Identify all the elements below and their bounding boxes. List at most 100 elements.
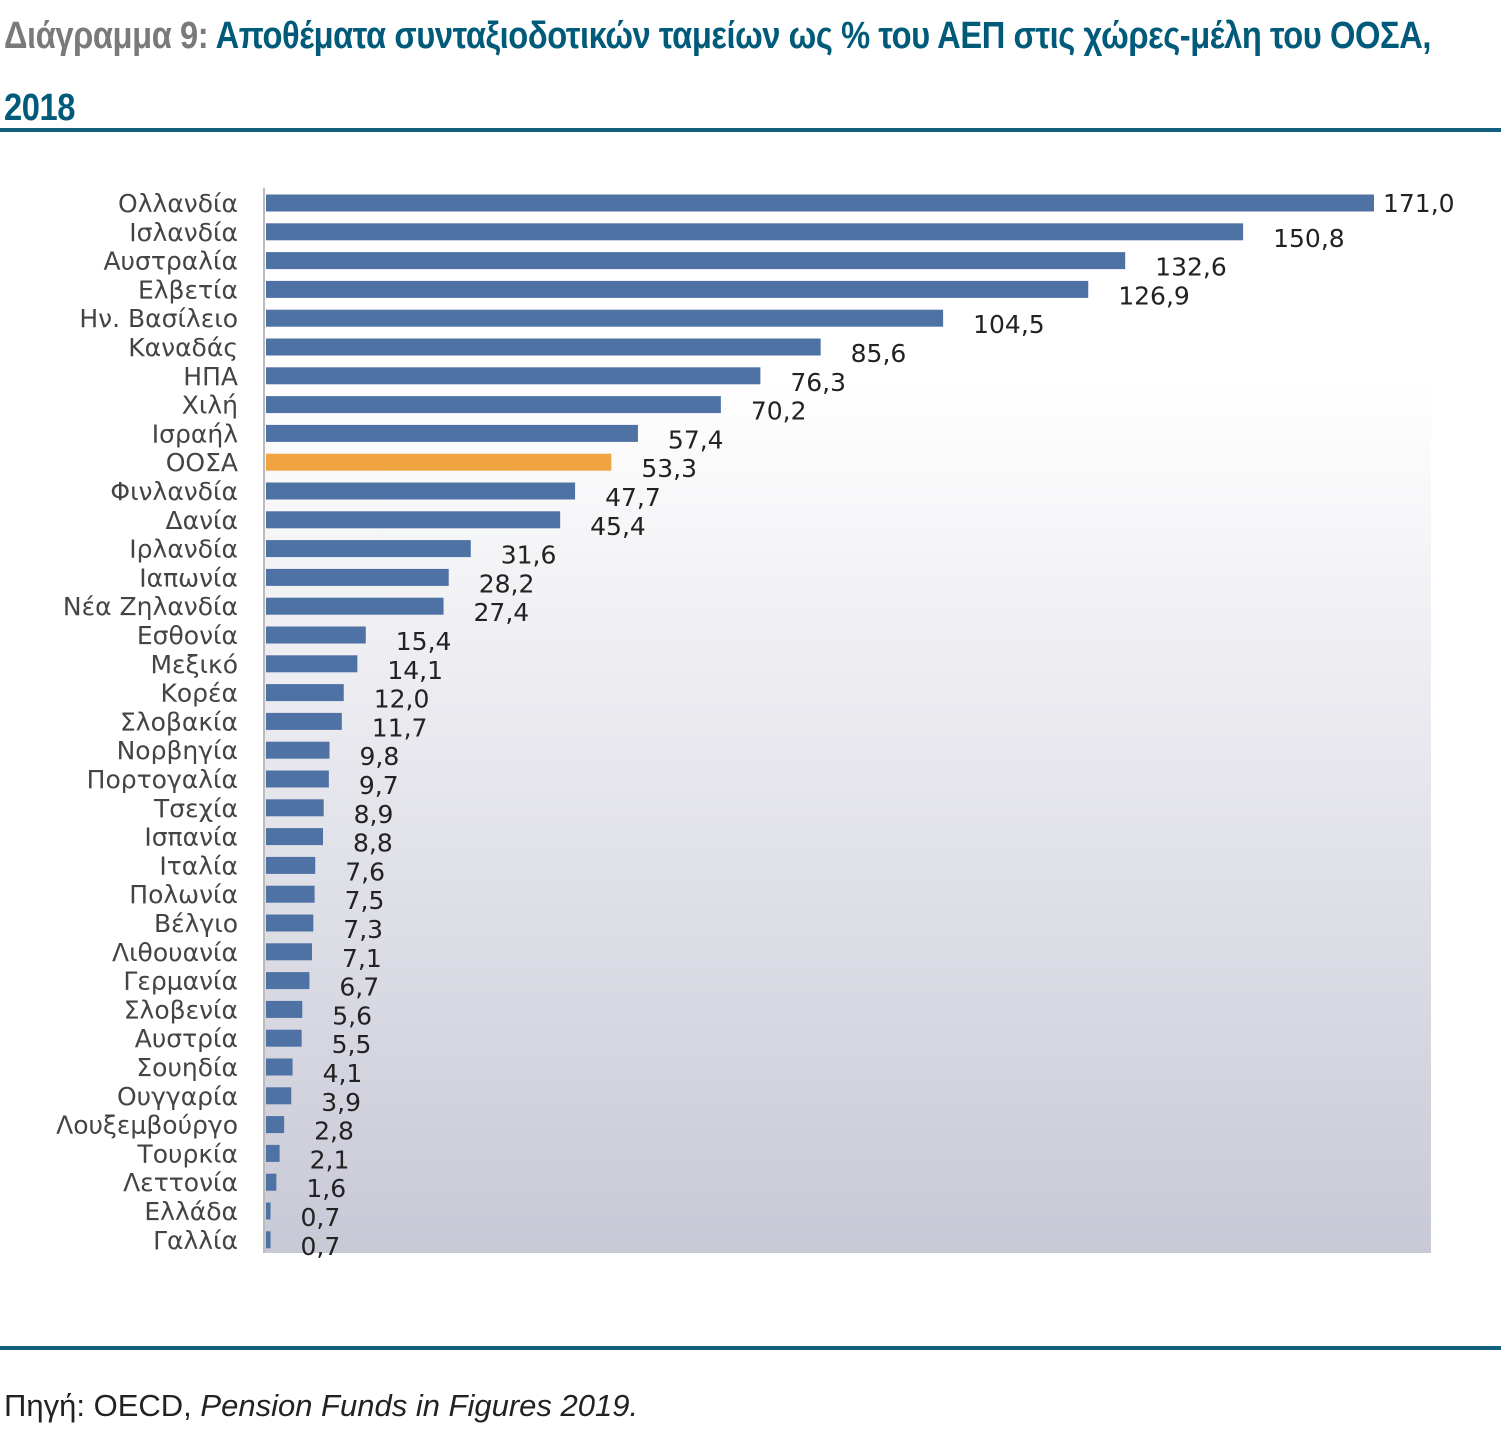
- value-label: 0,7: [301, 1203, 341, 1232]
- category-label: ΟΟΣΑ: [166, 448, 238, 477]
- category-label: Μεξικό: [150, 650, 238, 679]
- bar: [266, 1173, 277, 1191]
- bar: [266, 741, 330, 759]
- value-label: 171,0: [1383, 189, 1455, 218]
- value-label: 6,7: [339, 973, 379, 1002]
- category-label: Αυστρία: [135, 1024, 238, 1053]
- category-label: Ελβετία: [138, 275, 238, 304]
- value-label: 7,1: [342, 944, 382, 973]
- category-label: Ην. Βασίλειο: [79, 304, 238, 333]
- bar: [266, 1058, 293, 1076]
- category-label: ΗΠΑ: [183, 362, 238, 391]
- value-label: 0,7: [301, 1232, 341, 1261]
- bar: [266, 856, 316, 874]
- source-note: Πηγή: OECD, Pension Funds in Figures 201…: [4, 1388, 638, 1424]
- bar: [266, 972, 310, 990]
- category-label: Τσεχία: [153, 794, 238, 823]
- category-label: Ιταλία: [159, 851, 238, 880]
- category-label: Γαλλία: [153, 1226, 238, 1255]
- category-label: Ολλανδία: [118, 189, 238, 218]
- value-label: 150,8: [1273, 224, 1345, 253]
- title-prefix: Διάγραμμα 9:: [4, 15, 209, 57]
- top-divider: [0, 128, 1501, 132]
- value-label: 7,5: [345, 886, 385, 915]
- bar: [266, 1029, 302, 1047]
- bar: [266, 770, 329, 788]
- bar: [266, 712, 342, 730]
- bar: [266, 1116, 285, 1134]
- source-label: Πηγή: OECD,: [4, 1388, 192, 1423]
- category-label: Δανία: [166, 506, 239, 535]
- bar: [266, 799, 324, 817]
- category-label: Πορτογαλία: [87, 765, 238, 794]
- bar: [266, 885, 315, 903]
- bar-highlight: [266, 453, 612, 471]
- bar: [266, 482, 576, 500]
- value-label: 8,8: [353, 829, 393, 858]
- value-label: 11,7: [372, 713, 428, 742]
- category-label: Ισραήλ: [152, 419, 238, 448]
- value-label: 7,3: [343, 915, 383, 944]
- value-label: 53,3: [641, 454, 697, 483]
- bottom-divider: [0, 1346, 1501, 1350]
- category-label: Νορβηγία: [117, 736, 238, 765]
- value-label: 132,6: [1155, 253, 1227, 282]
- category-label: Λουξεμβούργο: [56, 1111, 238, 1140]
- bar: [266, 1202, 271, 1220]
- plot-background: [264, 188, 1431, 1253]
- value-label: 57,4: [668, 425, 724, 454]
- bar: [266, 597, 444, 615]
- value-label: 85,6: [851, 339, 907, 368]
- bar: [266, 1000, 303, 1018]
- value-label: 7,6: [345, 857, 385, 886]
- category-label: Σουηδία: [136, 1053, 238, 1082]
- bar: [266, 943, 313, 961]
- value-label: 9,7: [359, 771, 399, 800]
- value-label: 14,1: [387, 656, 443, 685]
- value-label: 4,1: [323, 1059, 363, 1088]
- value-label: 126,9: [1118, 281, 1190, 310]
- category-label: Χιλή: [182, 391, 238, 420]
- value-label: 104,5: [973, 310, 1045, 339]
- category-label: Ιαπωνία: [139, 563, 238, 592]
- bar: [266, 1231, 271, 1249]
- value-label: 76,3: [790, 368, 846, 397]
- value-label: 12,0: [374, 685, 430, 714]
- value-label: 47,7: [605, 483, 661, 512]
- category-label: Ουγγαρία: [117, 1082, 238, 1111]
- category-label: Λεττονία: [123, 1168, 238, 1197]
- bar: [266, 568, 449, 586]
- chart-title: Διάγραμμα 9: Αποθέματα συνταξιοδοτικών τ…: [4, 0, 1494, 144]
- category-label: Ιρλανδία: [129, 535, 238, 564]
- bar: [266, 828, 324, 846]
- category-label: Νέα Ζηλανδία: [63, 592, 238, 621]
- category-label: Κορέα: [160, 679, 238, 708]
- value-label: 2,1: [310, 1145, 350, 1174]
- bar: [266, 540, 471, 558]
- source-publication: Pension Funds in Figures 2019.: [200, 1388, 639, 1423]
- category-label: Βέλγιο: [154, 909, 238, 938]
- value-label: 9,8: [359, 742, 399, 771]
- category-label: Ισλανδία: [129, 218, 238, 247]
- bar: [266, 396, 721, 414]
- bar-chart: Ολλανδία 171,0 Ισλανδία 150,8 Αυστραλία 132,6…: [56, 188, 1455, 1261]
- category-label: Εσθονία: [137, 621, 238, 650]
- value-label: 31,6: [501, 541, 557, 570]
- category-label: Ισπανία: [144, 823, 238, 852]
- value-label: 15,4: [396, 627, 452, 656]
- category-label: Ελλάδα: [144, 1197, 238, 1226]
- value-label: 5,5: [332, 1030, 372, 1059]
- bar: [266, 338, 821, 356]
- bar: [266, 252, 1126, 270]
- value-label: 8,9: [354, 800, 394, 829]
- bar: [266, 1144, 280, 1162]
- bar: [266, 914, 314, 932]
- bar: [266, 626, 366, 644]
- bars-group: Ολλανδία 171,0 Ισλανδία 150,8 Αυστραλία 132,6…: [56, 189, 1454, 1261]
- bar: [266, 194, 1374, 212]
- category-label: Φινλανδία: [110, 477, 238, 506]
- category-label: Σλοβενία: [124, 995, 238, 1024]
- bar: [266, 1087, 292, 1105]
- bar: [266, 280, 1089, 298]
- bar: [266, 684, 344, 702]
